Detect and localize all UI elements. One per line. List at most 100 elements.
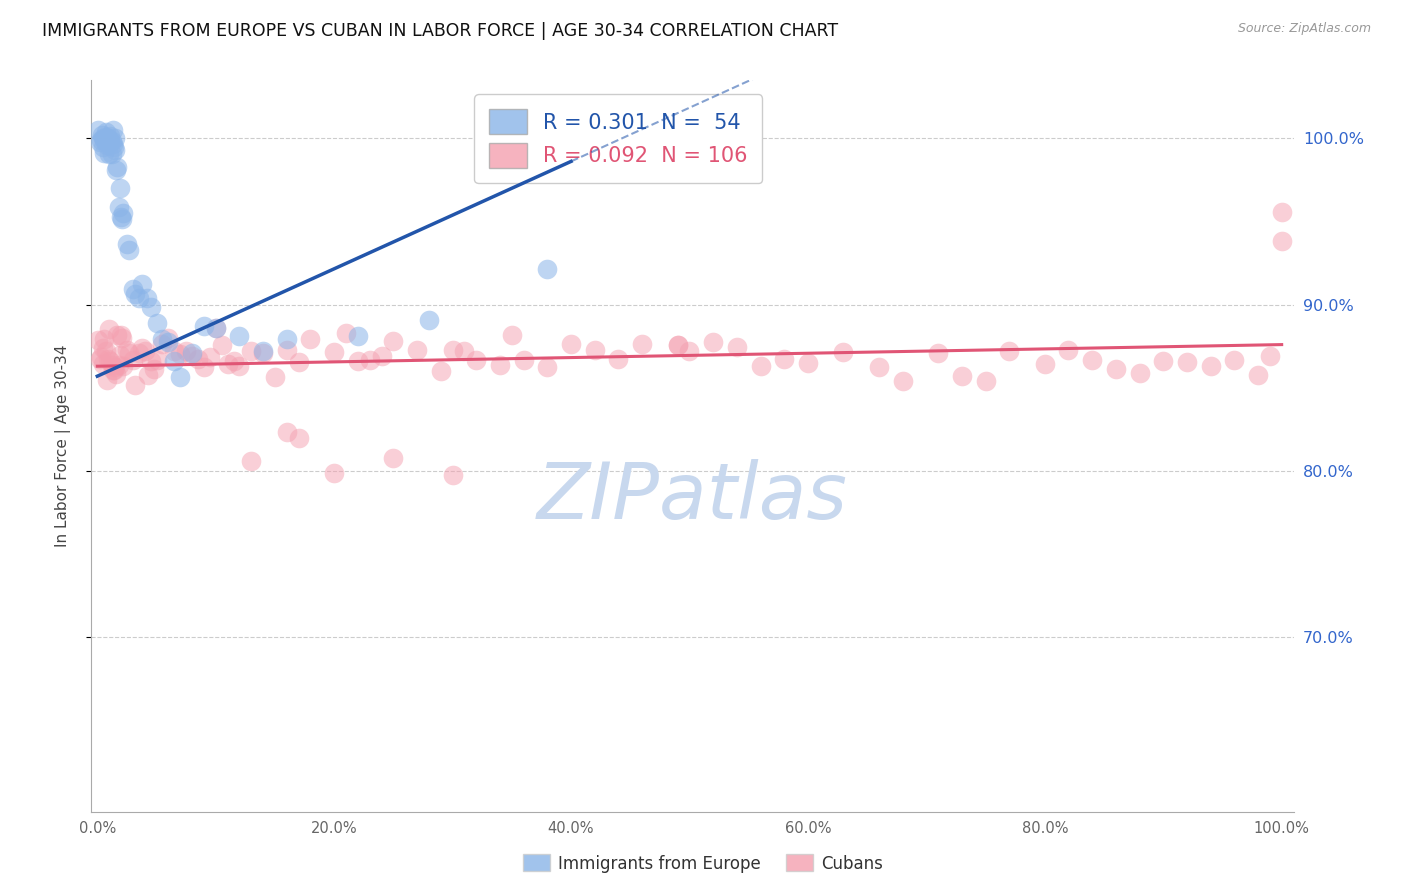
Point — [773, 352, 796, 367]
Point — [1175, 354, 1198, 368]
Point — [100, 358, 122, 372]
Point — [204, 320, 226, 334]
Point — [104, 144, 127, 158]
Point — [143, 362, 166, 376]
Point — [96, 138, 118, 153]
Point — [91, 128, 114, 142]
Point — [105, 367, 128, 381]
Point — [1271, 205, 1294, 219]
Point — [90, 133, 112, 147]
Point — [607, 351, 630, 366]
Point — [323, 345, 346, 359]
Point — [1105, 362, 1128, 376]
Point — [974, 374, 997, 388]
Point — [252, 343, 274, 358]
Point — [335, 326, 357, 341]
Point — [139, 301, 162, 315]
Point — [93, 133, 115, 147]
Point — [347, 353, 370, 368]
Point — [110, 210, 132, 224]
Point — [418, 313, 440, 327]
Point — [169, 347, 191, 361]
Point — [998, 344, 1021, 359]
Point — [108, 181, 131, 195]
Point — [98, 321, 121, 335]
Point — [87, 123, 110, 137]
Point — [112, 359, 135, 373]
Point — [139, 353, 162, 368]
Point — [93, 332, 115, 346]
Point — [1199, 359, 1222, 373]
Point — [240, 454, 263, 468]
Point — [98, 146, 121, 161]
Point — [108, 348, 131, 362]
Point — [87, 333, 110, 347]
Point — [287, 431, 309, 445]
Point — [118, 244, 141, 258]
Point — [107, 160, 129, 174]
Point — [1033, 357, 1056, 371]
Point — [217, 357, 239, 371]
Legend: R = 0.301  N =  54, R = 0.092  N = 106: R = 0.301 N = 54, R = 0.092 N = 106 — [474, 95, 762, 183]
Point — [110, 328, 132, 343]
Point — [536, 360, 558, 375]
Point — [94, 344, 117, 359]
Point — [560, 337, 582, 351]
Point — [797, 356, 820, 370]
Point — [94, 129, 117, 144]
Point — [96, 133, 118, 147]
Point — [429, 364, 451, 378]
Point — [832, 344, 855, 359]
Point — [174, 343, 197, 358]
Legend: Immigrants from Europe, Cubans: Immigrants from Europe, Cubans — [516, 847, 890, 880]
Point — [107, 358, 129, 372]
Point — [1258, 349, 1281, 363]
Point — [128, 345, 150, 359]
Point — [1081, 353, 1104, 368]
Point — [287, 355, 309, 369]
Point — [193, 319, 215, 334]
Point — [501, 327, 523, 342]
Point — [89, 136, 111, 150]
Point — [101, 123, 124, 137]
Point — [1271, 234, 1294, 248]
Point — [103, 139, 125, 153]
Point — [115, 236, 138, 251]
Point — [240, 344, 263, 359]
Point — [441, 467, 464, 482]
Point — [489, 358, 512, 372]
Point — [124, 377, 146, 392]
Point — [347, 329, 370, 343]
Point — [193, 359, 215, 374]
Point — [678, 344, 700, 359]
Point — [181, 350, 204, 364]
Point — [299, 332, 322, 346]
Point — [1128, 366, 1150, 380]
Point — [97, 352, 120, 367]
Point — [91, 341, 114, 355]
Point — [97, 136, 120, 150]
Point — [104, 359, 127, 374]
Text: ZIPatlas: ZIPatlas — [537, 459, 848, 535]
Point — [323, 466, 346, 480]
Point — [749, 359, 772, 373]
Point — [702, 334, 724, 349]
Point — [252, 345, 274, 359]
Point — [121, 353, 143, 368]
Point — [89, 351, 111, 366]
Point — [181, 346, 204, 360]
Point — [536, 262, 558, 277]
Point — [104, 131, 127, 145]
Point — [131, 341, 153, 355]
Point — [112, 205, 135, 219]
Point — [97, 130, 120, 145]
Point — [107, 327, 129, 342]
Point — [204, 321, 226, 335]
Point — [136, 368, 159, 383]
Point — [465, 353, 488, 368]
Point — [118, 346, 141, 360]
Point — [211, 337, 233, 351]
Text: IMMIGRANTS FROM EUROPE VS CUBAN IN LABOR FORCE | AGE 30-34 CORRELATION CHART: IMMIGRANTS FROM EUROPE VS CUBAN IN LABOR… — [42, 22, 838, 40]
Point — [107, 200, 129, 214]
Point — [91, 139, 114, 153]
